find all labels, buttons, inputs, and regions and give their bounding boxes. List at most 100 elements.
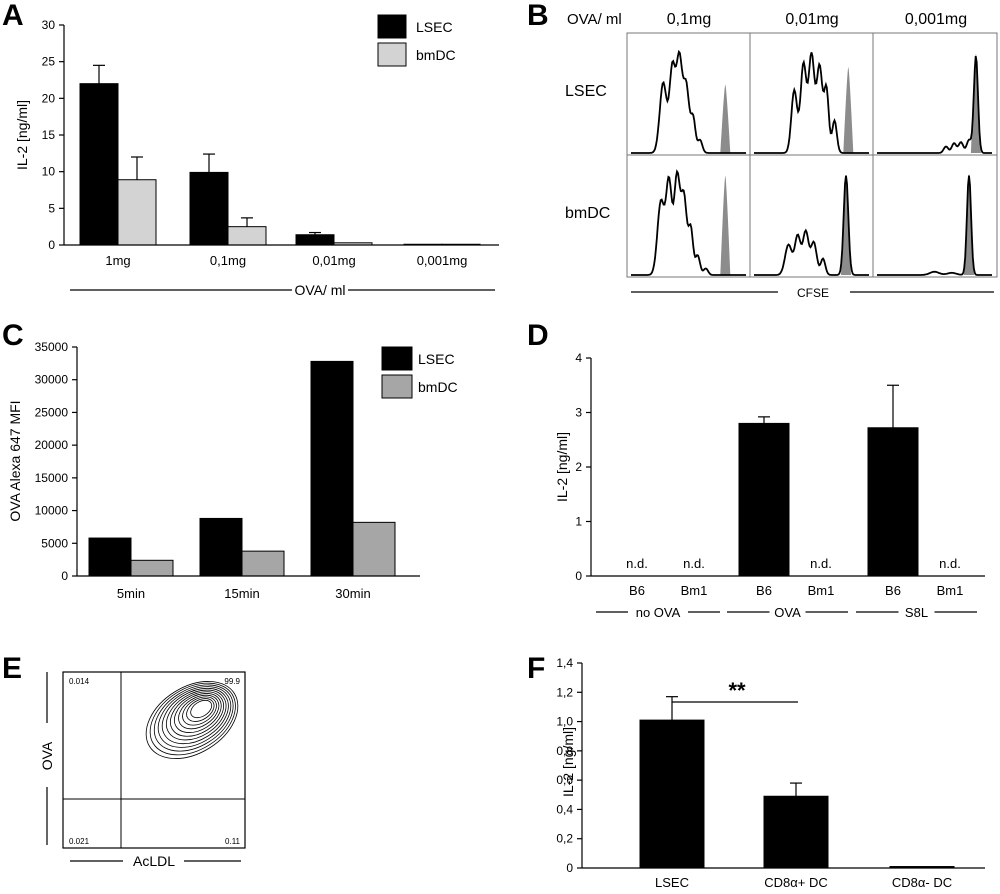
panel-f-ytick-label-3: 0,6	[556, 773, 573, 787]
panel-d-ytick-label-0: 0	[575, 569, 582, 583]
panel-b-col-0: 0,1mg	[667, 11, 711, 28]
panel-c-xtick-label-2: 30min	[335, 586, 370, 601]
panel-e-quadrant-bottom-left: 0.021	[69, 837, 90, 846]
panel-c-bar-lsec-2	[310, 360, 354, 577]
panel-a-xtick-label-1: 0,1mg	[210, 253, 246, 268]
panel-c-ytick-label-3: 15000	[35, 471, 69, 485]
panel-f-xtick-label-1: CD8α+ DC	[764, 875, 828, 890]
panel-a-ytick-label-4: 20	[42, 91, 56, 105]
panel-e-contour-ring	[174, 693, 222, 733]
panel-c-ytick-label-0: 0	[61, 569, 68, 583]
panel-e-contour-ring	[186, 698, 215, 722]
panel-b-trace-0	[631, 49, 746, 154]
panel-b-shaded-peak-2	[970, 54, 981, 153]
panel-d-ylabel: IL-2 [ng/ml]	[554, 432, 570, 502]
panel-b-shaded-peak-5	[964, 173, 974, 275]
panel-c-ytick-label-4: 20000	[35, 438, 69, 452]
panel-c-ytick-label-1: 5000	[41, 536, 68, 550]
panel-e-xlabel: AcLDL	[133, 853, 175, 869]
legend-swatch-bmdc	[377, 42, 407, 67]
panel-d-xtick-label-4: B6	[885, 583, 901, 598]
legend-label-lsec: LSEC	[416, 19, 453, 35]
panel-a-legend: LSEC bmDC	[377, 14, 456, 67]
panel-c-ytick-label-6: 30000	[35, 373, 69, 387]
panel-d-nd-label-3: n.d.	[810, 556, 832, 571]
panel-b: B OVA/ ml 0,1mg 0,01mg 0,001mg LSEC bmDC…	[527, 0, 998, 300]
panel-b-row-0: LSEC	[565, 83, 607, 100]
panel-b-shaded-peak-0	[720, 84, 731, 153]
panel-b-trace-1	[754, 52, 869, 154]
panel-a-ytick-label-1: 5	[48, 201, 55, 215]
panel-c-ytick-label-2: 10000	[35, 504, 69, 518]
panel-a-ytick-label-5: 25	[42, 55, 56, 69]
panel-d-ytick-label-4: 4	[575, 351, 582, 365]
panel-c-bar-bmdc-0	[130, 559, 174, 577]
panel-c-xtick-label-0: 5min	[117, 586, 145, 601]
panel-e-contour-ring	[170, 691, 224, 737]
panel-d-group-label-0: no OVA	[636, 605, 681, 620]
panel-e-contour-ring	[157, 686, 232, 748]
panel-a-xtick-label-0: 1mg	[105, 253, 130, 268]
panel-d: D IL-2 [ng/ml] 0 1 2 3 4 n.d. n.d. n.d. n.d. B6…	[527, 319, 985, 620]
panel-c-ytick-label-5: 25000	[35, 405, 69, 419]
panel-c-bar-lsec-1	[199, 517, 243, 577]
panel-d-bar-2	[738, 422, 790, 577]
panel-a-ytick-label-3: 15	[42, 128, 56, 142]
panel-a-bar-bmdc-0	[117, 179, 157, 246]
panel-letter-f: F	[527, 652, 545, 685]
panel-letter-e: E	[2, 652, 22, 685]
panel-a: A IL-2 [ng/ml] 0 5 10 15 20 25 30 1mg 0,1mg 0,01…	[2, 0, 499, 298]
panel-c: C OVA Alexa 647 MFI 0 5000 10000 15000 20000…	[2, 319, 458, 601]
panel-d-nd-label-1: n.d.	[683, 556, 705, 571]
panel-b-shaded-peak-1	[843, 67, 854, 153]
panel-e-contour-ring	[161, 687, 229, 745]
panel-c-xtick-label-1: 15min	[224, 586, 259, 601]
panel-b-header-label: OVA/ ml	[567, 11, 622, 28]
legend-label-lsec: LSEC	[418, 351, 455, 367]
panel-c-bar-bmdc-1	[241, 550, 285, 577]
panel-f-ytick-label-1: 0,2	[556, 832, 573, 846]
panel-a-xtick-label-3: 0,001mg	[417, 253, 468, 268]
legend-label-bmdc: bmDC	[418, 379, 458, 395]
panel-b-xlabel: CFSE	[797, 286, 829, 300]
panel-c-legend: LSEC bmDC	[381, 346, 458, 399]
panel-e-contour-ring	[178, 694, 220, 730]
panel-f-significance-label: **	[728, 678, 746, 703]
panel-f-ytick-label-7: 1,4	[556, 656, 573, 670]
panel-b-col-1: 0,01mg	[785, 11, 838, 28]
panel-d-nd-label-0: n.d.	[626, 556, 648, 571]
legend-swatch-lsec	[381, 346, 413, 371]
panel-f-ytick-label-5: 1,0	[556, 715, 573, 729]
panel-e-ylabel: OVA	[39, 741, 55, 770]
panel-d-bar-4	[867, 427, 919, 577]
panel-b-trace-5	[877, 175, 992, 276]
panel-a-bar-bmdc-1	[227, 226, 267, 246]
panel-b-shaded-peak-3	[720, 176, 731, 275]
panel-c-ytick-label-7: 35000	[35, 340, 69, 354]
panel-a-group-label: OVA/ ml	[294, 282, 345, 298]
panel-e-quadrant-bottom-right: 0.11	[225, 837, 241, 846]
panel-b-col-2: 0,001mg	[905, 11, 967, 28]
panel-d-group-label-2: S8L	[905, 605, 928, 620]
panel-a-ytick-label-2: 10	[42, 165, 56, 179]
panel-f-ytick-label-0: 0	[566, 861, 573, 875]
panel-letter-d: D	[527, 319, 549, 352]
panel-a-ylabel: IL-2 [ng/ml]	[14, 100, 30, 170]
panel-a-xtick-label-2: 0,01mg	[312, 253, 355, 268]
panel-d-xtick-label-1: Bm1	[681, 583, 708, 598]
panel-letter-c: C	[2, 319, 24, 352]
panel-f-ytick-label-6: 1,2	[556, 685, 573, 699]
panel-f-bar-0	[639, 719, 705, 869]
legend-swatch-bmdc	[381, 374, 413, 399]
panel-b-trace-3	[631, 169, 746, 276]
panel-e-contour-ring	[166, 689, 227, 741]
panel-c-bar-lsec-0	[88, 537, 132, 577]
panel-f-bar-1	[763, 795, 829, 869]
panel-d-xtick-label-2: B6	[756, 583, 772, 598]
panel-e-contour-ring	[190, 699, 213, 719]
panel-f-xtick-label-0: LSEC	[655, 875, 689, 890]
panel-f-ytick-label-2: 0,4	[556, 802, 573, 816]
panel-d-ytick-label-1: 1	[575, 515, 582, 529]
panel-d-xtick-label-5: Bm1	[937, 583, 964, 598]
panel-d-nd-label-5: n.d.	[939, 556, 961, 571]
